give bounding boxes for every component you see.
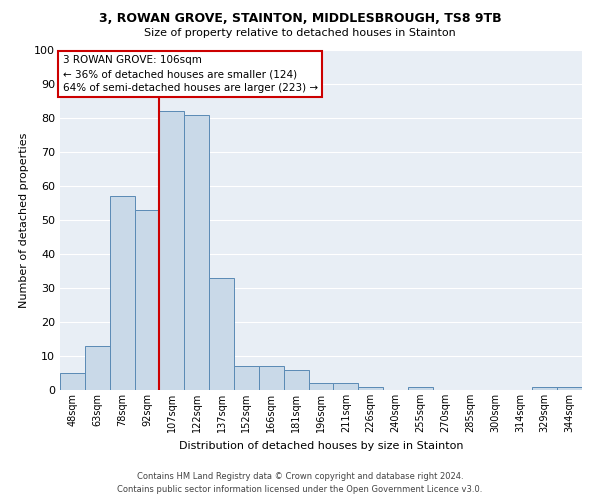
Bar	[60, 373, 85, 390]
Bar	[85, 346, 110, 390]
Bar	[110, 196, 134, 390]
Bar	[259, 366, 284, 390]
Bar	[134, 210, 160, 390]
Y-axis label: Number of detached properties: Number of detached properties	[19, 132, 29, 308]
Bar	[308, 383, 334, 390]
Bar	[160, 111, 184, 390]
Bar	[234, 366, 259, 390]
Bar	[532, 386, 557, 390]
Text: 3 ROWAN GROVE: 106sqm
← 36% of detached houses are smaller (124)
64% of semi-det: 3 ROWAN GROVE: 106sqm ← 36% of detached …	[62, 55, 318, 93]
Bar	[358, 386, 383, 390]
Text: 3, ROWAN GROVE, STAINTON, MIDDLESBROUGH, TS8 9TB: 3, ROWAN GROVE, STAINTON, MIDDLESBROUGH,…	[98, 12, 502, 26]
Bar	[557, 386, 582, 390]
Bar	[284, 370, 308, 390]
Bar	[184, 114, 209, 390]
Bar	[209, 278, 234, 390]
Bar	[408, 386, 433, 390]
Bar	[334, 383, 358, 390]
X-axis label: Distribution of detached houses by size in Stainton: Distribution of detached houses by size …	[179, 440, 463, 450]
Text: Contains HM Land Registry data © Crown copyright and database right 2024.
Contai: Contains HM Land Registry data © Crown c…	[118, 472, 482, 494]
Text: Size of property relative to detached houses in Stainton: Size of property relative to detached ho…	[144, 28, 456, 38]
